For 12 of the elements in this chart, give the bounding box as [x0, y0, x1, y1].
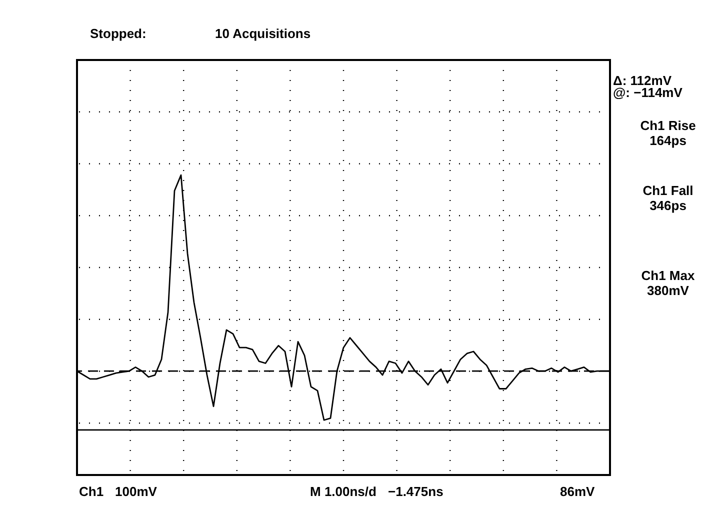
- chart-subtitle: 10 Acquisitions: [215, 26, 311, 41]
- text: −1.475ns: [388, 484, 444, 499]
- text: M 1.00ns/d: [310, 484, 377, 499]
- text: 86mV: [560, 484, 596, 499]
- text: 100mV: [115, 484, 158, 499]
- text: Ch1 Rise 164ps: [640, 118, 696, 148]
- text: @: −114mV: [613, 85, 683, 100]
- text: Ch1: [79, 484, 104, 499]
- text: Ch1 Max 380mV: [641, 268, 696, 298]
- text: Ch1 Fall 346ps: [642, 183, 694, 213]
- chart-title: Stopped:: [90, 26, 146, 41]
- text: Δ: 112mV: [613, 73, 672, 88]
